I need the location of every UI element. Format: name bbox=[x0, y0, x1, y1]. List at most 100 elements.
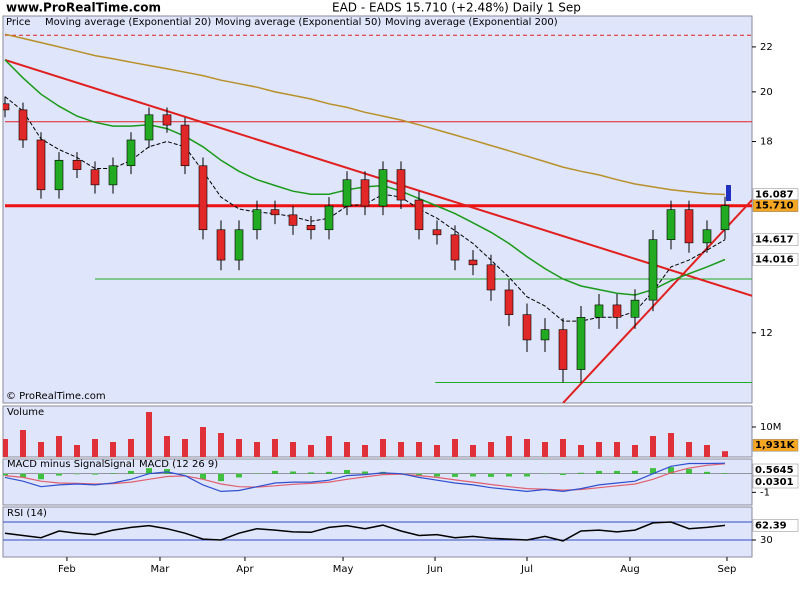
volume-bar bbox=[578, 445, 584, 457]
y-tick-label: 20 bbox=[760, 87, 773, 98]
volume-bar bbox=[236, 439, 242, 457]
candle-body bbox=[360, 179, 370, 207]
cursor-marker bbox=[726, 185, 731, 201]
last-value-label: 0.0301 bbox=[755, 477, 794, 488]
last-value-label: 14.617 bbox=[755, 235, 794, 246]
histogram-bar bbox=[596, 470, 602, 474]
volume-bar bbox=[398, 442, 404, 457]
histogram-bar bbox=[146, 468, 152, 474]
chart-title: EAD - EADS 15.710 (+2.48%) Daily 1 Sep bbox=[332, 1, 581, 15]
last-value-label-box bbox=[752, 253, 799, 266]
volume-bar bbox=[128, 439, 134, 457]
histogram-bar bbox=[200, 473, 206, 480]
volume-bar bbox=[92, 439, 98, 457]
histogram-bar bbox=[578, 472, 584, 474]
volume-bar bbox=[38, 442, 44, 457]
y-tick-label: 12 bbox=[760, 328, 773, 339]
volume-bar bbox=[722, 451, 728, 457]
last-price-label-box bbox=[752, 199, 799, 212]
volume-bar bbox=[470, 445, 476, 457]
rsi-line bbox=[4, 521, 726, 542]
histogram-bar bbox=[272, 470, 278, 474]
y-tick-label: 30 bbox=[760, 535, 773, 546]
candle-body bbox=[630, 299, 640, 318]
volume-bar bbox=[110, 442, 116, 457]
volume-bar bbox=[164, 436, 170, 457]
plot-area bbox=[3, 412, 728, 457]
x-tick-label: Apr bbox=[236, 564, 254, 575]
volume-bar bbox=[434, 445, 440, 457]
histogram-bar bbox=[686, 469, 692, 474]
volume-bar bbox=[506, 436, 512, 457]
histogram-bar bbox=[128, 470, 134, 474]
candle-body bbox=[126, 139, 136, 167]
volume-bar bbox=[488, 442, 494, 457]
candle-body bbox=[3, 103, 10, 111]
indicator-line bbox=[4, 463, 726, 491]
volume-bar bbox=[254, 442, 260, 457]
moving-average bbox=[4, 33, 726, 196]
histogram-bar bbox=[326, 471, 332, 474]
last-value-label-box bbox=[752, 438, 799, 452]
plot-area bbox=[3, 521, 752, 542]
volume-bar bbox=[200, 427, 206, 457]
candle-body bbox=[522, 314, 532, 341]
candle-body bbox=[234, 229, 244, 261]
volume-bar bbox=[542, 442, 548, 457]
histogram-bar bbox=[416, 473, 422, 476]
candle-body bbox=[396, 169, 406, 201]
candle-body bbox=[144, 114, 154, 141]
volume-bar bbox=[596, 442, 602, 457]
histogram-bar bbox=[362, 471, 368, 474]
candle-body bbox=[504, 289, 514, 315]
last-value-label: 16.087 bbox=[755, 190, 794, 201]
histogram-bar bbox=[470, 473, 476, 477]
site-name: www.ProRealTime.com bbox=[6, 1, 161, 15]
panel-title: RSI (14) bbox=[7, 508, 47, 519]
x-tick-label: Jun bbox=[426, 564, 443, 575]
rsi-panel bbox=[2, 506, 753, 558]
volume-bar bbox=[380, 439, 386, 457]
panel-title: Volume bbox=[7, 407, 44, 418]
histogram-bar bbox=[704, 471, 710, 474]
histogram-bar bbox=[560, 473, 566, 476]
candle-body bbox=[180, 124, 190, 167]
volume-bar bbox=[272, 439, 278, 457]
candle-body bbox=[432, 229, 442, 236]
volume-bar bbox=[632, 445, 638, 457]
volume-bar bbox=[146, 412, 152, 457]
histogram-bar bbox=[452, 473, 458, 477]
candle-body bbox=[216, 229, 226, 261]
last-value-label: 0.5645 bbox=[755, 465, 794, 476]
last-value-label: 1,931K bbox=[755, 440, 796, 451]
volume-bar bbox=[686, 442, 692, 457]
candle-body bbox=[36, 139, 46, 191]
candle-body bbox=[198, 165, 208, 231]
histogram-bar bbox=[614, 470, 620, 474]
x-tick-label: Aug bbox=[620, 564, 640, 575]
candle-body bbox=[288, 214, 298, 226]
candle-body bbox=[612, 304, 622, 318]
volume-bar bbox=[650, 436, 656, 457]
candle-body bbox=[378, 169, 388, 207]
candle-body bbox=[18, 109, 28, 141]
candle-body bbox=[540, 329, 550, 341]
volume-bar bbox=[182, 439, 188, 457]
volume-bar bbox=[20, 430, 26, 457]
trend-line bbox=[562, 199, 752, 403]
volume-bar bbox=[524, 439, 530, 457]
legend-entry: MACD (12 26 9) bbox=[139, 459, 218, 470]
volume-bar bbox=[452, 439, 458, 457]
copyright: © ProRealTime.com bbox=[6, 391, 106, 402]
volume-panel bbox=[2, 405, 753, 458]
last-value-label-box bbox=[752, 519, 799, 532]
last-value-label: 62.39 bbox=[755, 520, 787, 531]
candle-body bbox=[702, 229, 712, 244]
x-tick-label: Sep bbox=[718, 564, 737, 575]
histogram-bar bbox=[3, 473, 8, 476]
volume-bar bbox=[3, 439, 8, 457]
histogram-bar bbox=[290, 471, 296, 474]
histogram-bar bbox=[92, 473, 98, 475]
volume-bar bbox=[614, 442, 620, 457]
